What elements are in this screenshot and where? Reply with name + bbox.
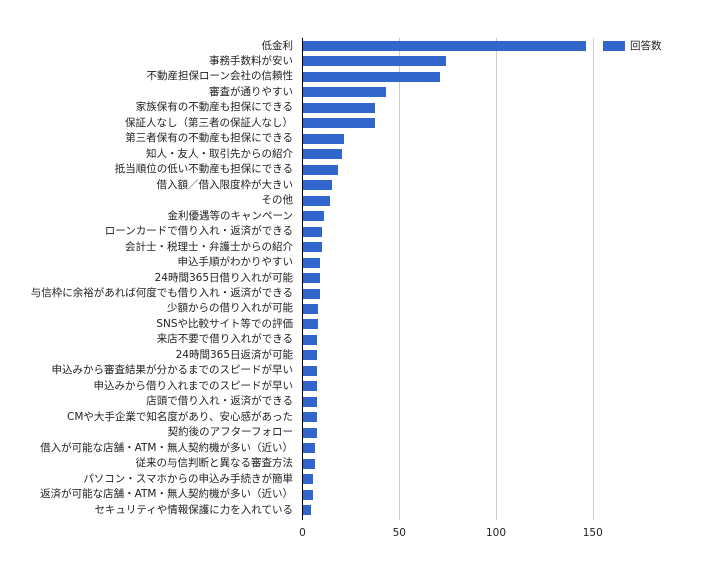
category-label: 申込みから審査結果が分かるまでのスピードが早い: [51, 364, 294, 377]
bar[interactable]: [303, 412, 317, 423]
bar[interactable]: [303, 458, 315, 469]
bar[interactable]: [303, 350, 317, 361]
category-label: SNSや比較サイト等での評価: [156, 317, 293, 330]
bar[interactable]: [303, 288, 321, 299]
bar[interactable]: [303, 211, 325, 222]
bar[interactable]: [303, 257, 321, 268]
bar[interactable]: [303, 474, 313, 485]
legend: 回答数: [603, 38, 662, 53]
bar[interactable]: [303, 396, 317, 407]
gridline: [399, 38, 400, 520]
category-label: 契約後のアフターフォロー: [167, 426, 293, 439]
bar[interactable]: [303, 102, 375, 113]
category-label: 24時間365日返済が可能: [175, 348, 293, 361]
legend-label: 回答数: [630, 40, 662, 52]
bar[interactable]: [303, 180, 333, 191]
bar[interactable]: [303, 443, 315, 454]
category-label: 会計士・税理士・弁護士からの紹介: [125, 240, 293, 253]
bar[interactable]: [303, 41, 586, 51]
category-label: CMや大手企業で知名度があり、安心感があった: [67, 410, 293, 423]
bar[interactable]: [303, 334, 317, 345]
bar[interactable]: [303, 87, 387, 98]
category-label: 来店不要で借り入れができる: [156, 333, 293, 346]
bar[interactable]: [303, 149, 342, 160]
category-label: 従来の与信判断と異なる審査方法: [135, 457, 294, 470]
category-label: パソコン・スマホからの申込み手続きが簡単: [83, 472, 293, 485]
category-label: ローンカードで借り入れ・返済ができる: [104, 225, 293, 238]
x-tick-label: 0: [299, 527, 306, 539]
category-label: 第三者保有の不動産も担保にできる: [125, 132, 293, 145]
bar[interactable]: [303, 365, 317, 376]
category-label: 金利優遇等のキャンペーン: [167, 209, 293, 222]
category-label: 家族保有の不動産も担保にできる: [135, 101, 293, 114]
category-label: セキュリティや情報保護に力を入れている: [94, 503, 293, 516]
bar[interactable]: [303, 505, 311, 516]
category-label: 保証人なし（第三者の保証人なし）: [125, 116, 293, 129]
category-label: 与信枠に余裕があれば何度でも借り入れ・返済ができる: [30, 287, 293, 300]
bar[interactable]: [303, 133, 344, 144]
category-label: 少額からの借り入れが可能: [167, 302, 293, 315]
bar[interactable]: [303, 226, 323, 237]
x-tick-label: 150: [582, 527, 603, 539]
bar[interactable]: [303, 427, 317, 438]
bar[interactable]: [303, 195, 331, 206]
category-label: 低金利: [261, 39, 294, 52]
bar[interactable]: [303, 273, 321, 284]
category-label: その他: [261, 194, 294, 207]
category-label: 返済が可能な店舗・ATM・無人契約機が多い（近い）: [40, 488, 293, 501]
bar[interactable]: [303, 56, 447, 67]
category-label: 審査が通りやすい: [209, 85, 293, 98]
legend-swatch: [603, 40, 625, 51]
category-label: 抵当順位の低い不動産も担保にできる: [114, 163, 293, 176]
category-label: 申込みから借り入れまでのスピードが早い: [93, 379, 294, 392]
category-label: 申込手順がわかりやすい: [177, 256, 294, 269]
gridline: [496, 38, 497, 520]
bar[interactable]: [303, 71, 441, 82]
x-tick-label: 50: [392, 527, 406, 539]
category-label: 24時間365日借り入れが可能: [154, 271, 293, 284]
gridline: [593, 38, 594, 520]
category-label: 借入額／借入限度枠が大きい: [156, 178, 294, 191]
category-label: 借入が可能な店舗・ATM・無人契約機が多い（近い）: [40, 441, 293, 454]
bar[interactable]: [303, 118, 375, 129]
bar[interactable]: [303, 319, 319, 330]
bar[interactable]: [303, 242, 323, 253]
category-label: 知人・友人・取引先からの紹介: [146, 147, 293, 160]
y-axis-line: [302, 38, 303, 520]
bar[interactable]: [303, 381, 317, 392]
bar[interactable]: [303, 303, 319, 314]
bar[interactable]: [303, 489, 313, 500]
x-tick-label: 100: [485, 527, 507, 539]
bar[interactable]: [303, 164, 338, 175]
category-label: 店頭で借り入れ・返済ができる: [146, 395, 293, 408]
category-label: 不動産担保ローン会社の信頼性: [146, 70, 293, 83]
category-label: 事務手数料が安い: [209, 54, 293, 67]
